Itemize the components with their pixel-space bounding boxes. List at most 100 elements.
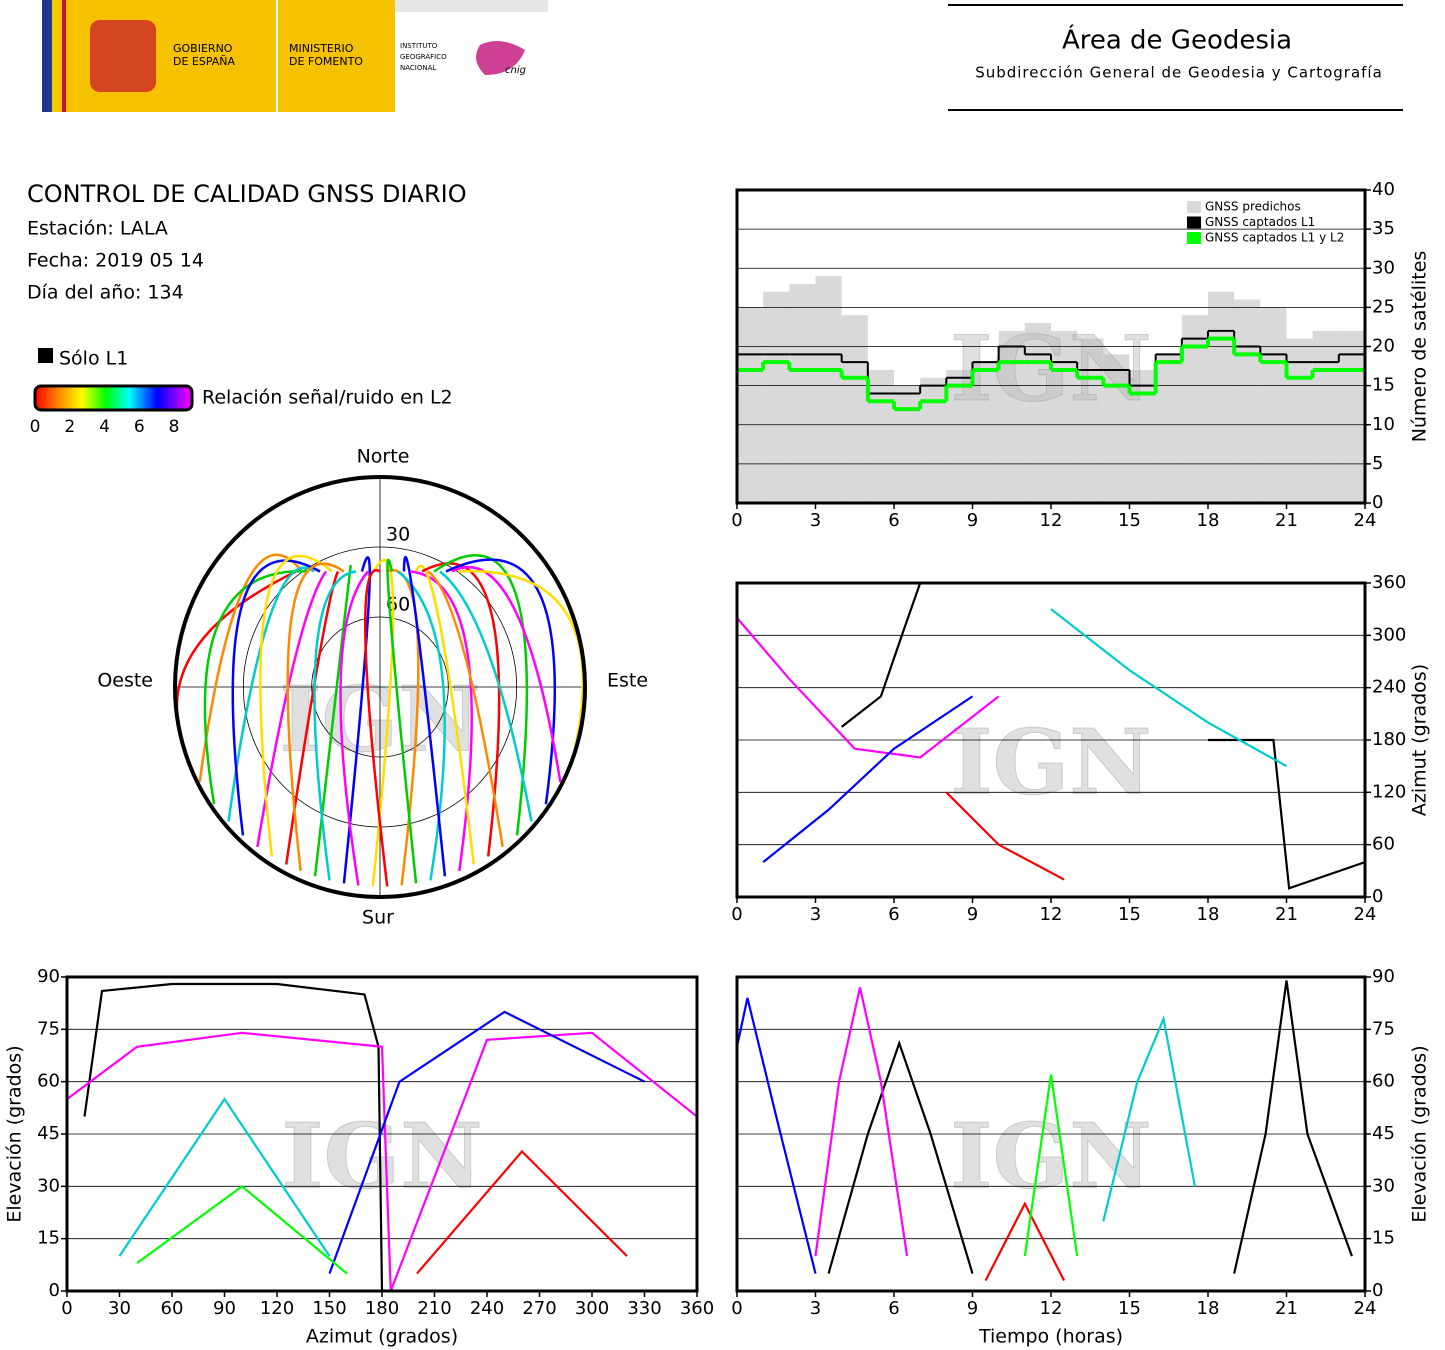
ring-label: 30 (386, 524, 410, 546)
predicted-bar (867, 369, 894, 503)
y-tick-label: 30 (37, 1175, 60, 1196)
direction: Sur (362, 907, 394, 929)
y-tick-label: 45 (1372, 1123, 1395, 1144)
day-of-year: Día del año: 134 (27, 282, 184, 304)
y-axis-label: Número de satélites (1409, 251, 1431, 443)
y-axis-label: Azimut (grados) (1409, 664, 1431, 816)
y-tick-label: 180 (1372, 729, 1406, 750)
snr-tick-label: 0 (30, 417, 41, 437)
x-tick-label: 240 (470, 1298, 504, 1319)
track (457, 569, 585, 750)
y-tick-label: 120 (1372, 781, 1406, 802)
horizon (173, 475, 587, 899)
predicted-bar (1077, 338, 1104, 503)
cnig-logo (476, 41, 525, 75)
cnig-text: cnig (505, 65, 526, 76)
snr-legend: Relación señal/ruido en L2 (202, 387, 453, 409)
inst-text: GEOGRÁFICO (400, 52, 447, 61)
y-tick-label: 240 (1372, 677, 1406, 698)
x-tick-label: 24 (1354, 1298, 1377, 1319)
flag-band (62, 0, 66, 112)
gov-text: DE ESPAÑA (173, 55, 236, 68)
y-tick-label: 15 (1372, 375, 1395, 396)
y-tick-label: 30 (1372, 257, 1395, 278)
predicted-bar (920, 377, 947, 503)
legend-label: GNSS captados L1 y L2 (1205, 231, 1344, 245)
x-tick-label: 18 (1197, 904, 1220, 925)
track (227, 566, 315, 822)
x-tick-label: 90 (213, 1298, 236, 1319)
x-tick-label: 24 (1354, 510, 1377, 531)
direction: Oeste (97, 670, 153, 692)
x-tick-label: 180 (365, 1298, 399, 1319)
inst-text: INSTITUTO (400, 42, 438, 50)
x-tick-label: 12 (1040, 1298, 1063, 1319)
y-tick-label: 25 (1372, 296, 1395, 317)
track (427, 570, 504, 848)
predicted-bar (1155, 354, 1182, 503)
l1-legend: Sólo L1 (59, 348, 128, 370)
ministry-text: MINISTERIO (289, 42, 354, 55)
x-tick-label: 0 (731, 1298, 742, 1319)
y-tick-label: 75 (37, 1018, 60, 1039)
x-tick-label: 0 (61, 1298, 72, 1319)
track (66, 1031, 698, 1292)
track (416, 1149, 628, 1275)
direction: Norte (357, 446, 410, 468)
watermark: IGN (950, 1104, 1151, 1210)
x-tick-label: 12 (1040, 904, 1063, 925)
predicted-bar (998, 330, 1025, 503)
report-title: CONTROL DE CALIDAD GNSS DIARIO (27, 180, 467, 208)
track (313, 564, 352, 877)
x-tick-label: 9 (967, 510, 978, 531)
track (259, 554, 333, 857)
track (118, 1097, 331, 1257)
track (386, 558, 418, 884)
track (364, 568, 389, 887)
predicted-bar (1024, 323, 1051, 503)
legend-swatch (1187, 201, 1201, 213)
predicted-bar (1181, 315, 1208, 503)
track (984, 1201, 1066, 1282)
y-axis-label: Elevación (grados) (4, 1045, 26, 1222)
x-tick-label: 30 (108, 1298, 131, 1319)
snr-colorbar (33, 384, 194, 412)
track (256, 570, 328, 848)
x-tick-label: 210 (417, 1298, 451, 1319)
x-tick-label: 150 (312, 1298, 346, 1319)
plot-frame (735, 975, 1367, 1293)
track (735, 997, 817, 1274)
x-tick-label: 21 (1275, 1298, 1298, 1319)
predicted-bar (815, 276, 842, 503)
y-tick-label: 30 (1372, 1175, 1395, 1196)
coat-of-arms (90, 20, 156, 92)
x-tick-label: 18 (1197, 1298, 1220, 1319)
track (231, 559, 321, 836)
gov-text: GOBIERNO (173, 42, 233, 55)
y-tick-label: 0 (49, 1280, 60, 1301)
track (945, 791, 1065, 881)
track (409, 570, 473, 872)
track (1050, 608, 1288, 768)
x-tick-label: 9 (967, 904, 978, 925)
x-tick-label: 3 (810, 1298, 821, 1319)
x-tick-label: 9 (967, 1298, 978, 1319)
x-tick-label: 3 (810, 904, 821, 925)
predicted-bar (737, 307, 764, 503)
track (342, 556, 371, 884)
predicted-bar (841, 315, 868, 503)
x-tick-label: 360 (680, 1298, 714, 1319)
x-tick-label: 6 (888, 510, 899, 531)
track (827, 1039, 974, 1274)
track (433, 553, 529, 836)
y-tick-label: 75 (1372, 1018, 1395, 1039)
plot-frame (735, 581, 1367, 899)
watermark: IGN (950, 710, 1151, 816)
y-tick-label: 20 (1372, 336, 1395, 357)
track (814, 987, 909, 1257)
y-axis-label: Elevación (grados) (1409, 1045, 1431, 1222)
track (840, 582, 922, 728)
predicted-bar (1338, 330, 1365, 503)
y-tick-label: 300 (1372, 624, 1406, 645)
y-tick-label: 60 (37, 1071, 60, 1092)
